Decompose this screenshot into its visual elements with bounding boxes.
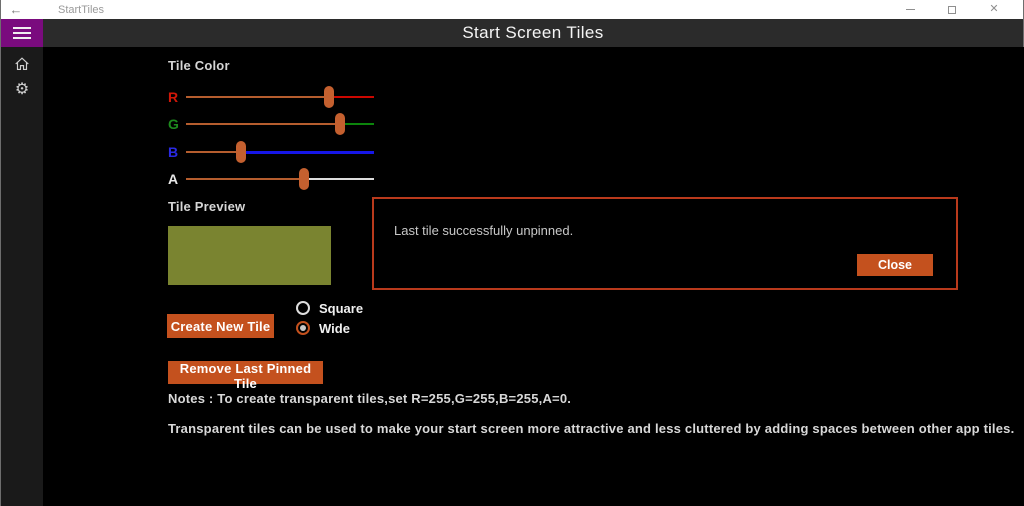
create-new-tile-button[interactable]: Create New Tile	[167, 314, 274, 338]
radio-wide-label: Wide	[319, 320, 350, 336]
red-slider-track[interactable]	[186, 86, 374, 108]
blue-slider-track[interactable]	[186, 141, 374, 163]
radio-square-icon	[296, 301, 310, 315]
radio-wide[interactable]: Wide	[296, 318, 363, 338]
minimize-icon	[905, 9, 915, 10]
radio-wide-icon	[296, 321, 310, 335]
alpha-slider-track[interactable]	[186, 168, 374, 190]
tile-preview-swatch	[168, 226, 331, 285]
blue-slider-label: B	[168, 144, 179, 160]
remove-last-pinned-tile-button[interactable]: Remove Last Pinned Tile	[168, 361, 323, 391]
green-slider: G	[168, 113, 374, 135]
radio-square[interactable]: Square	[296, 298, 363, 318]
hamburger-icon	[13, 27, 31, 29]
hamburger-menu-button[interactable]	[1, 19, 43, 47]
minimize-button[interactable]	[889, 0, 931, 19]
alpha-slider-fill	[186, 178, 305, 180]
tile-shape-radio-group: Square Wide	[296, 298, 363, 338]
home-icon	[15, 57, 29, 70]
titlebar: ← StartTiles ✕	[1, 0, 1023, 19]
back-arrow-icon: ←	[9, 2, 23, 17]
blue-slider-remainder	[240, 151, 374, 154]
close-window-button[interactable]: ✕	[973, 0, 1015, 19]
main-content: Tile Color R G B	[43, 47, 1024, 506]
sidebar-item-settings[interactable]: ⚙	[1, 77, 43, 103]
maximize-button[interactable]	[931, 0, 973, 19]
alpha-slider-thumb[interactable]	[299, 168, 310, 190]
notes-line-2: Transparent tiles can be used to make yo…	[168, 421, 1015, 436]
notification-dialog: Last tile successfully unpinned. Close	[372, 197, 958, 290]
notes-line-1: Notes : To create transparent tiles,set …	[168, 391, 572, 406]
alpha-slider: A	[168, 168, 374, 190]
page-title: Start Screen Tiles	[462, 23, 604, 42]
dialog-close-button[interactable]: Close	[857, 254, 933, 276]
maximize-icon	[948, 5, 956, 14]
tile-color-label: Tile Color	[168, 58, 230, 73]
blue-slider: B	[168, 141, 374, 163]
blue-slider-thumb[interactable]	[235, 141, 246, 163]
alpha-slider-remainder	[304, 178, 374, 180]
green-slider-label: G	[168, 116, 179, 132]
green-slider-fill	[186, 123, 341, 125]
gear-icon: ⚙	[14, 81, 30, 98]
blue-slider-fill	[186, 151, 241, 153]
red-slider-remainder	[328, 96, 374, 98]
close-icon: ✕	[989, 3, 999, 15]
app-header: Start Screen Tiles	[1, 19, 1023, 47]
window-title: StartTiles	[58, 3, 105, 16]
red-slider-label: R	[168, 89, 179, 105]
sidebar-item-home[interactable]	[1, 51, 43, 77]
green-slider-track[interactable]	[186, 113, 374, 135]
red-slider-fill	[186, 96, 329, 98]
green-slider-remainder	[340, 123, 374, 125]
red-slider: R	[168, 86, 374, 108]
tile-preview-label: Tile Preview	[168, 199, 246, 214]
green-slider-thumb[interactable]	[335, 113, 346, 135]
back-button[interactable]: ←	[1, 0, 31, 19]
sidebar: ⚙	[1, 47, 43, 506]
window-controls: ✕	[889, 0, 1015, 19]
dialog-message: Last tile successfully unpinned.	[394, 223, 574, 238]
alpha-slider-label: A	[168, 171, 179, 187]
radio-square-label: Square	[319, 300, 364, 316]
red-slider-thumb[interactable]	[323, 86, 334, 108]
